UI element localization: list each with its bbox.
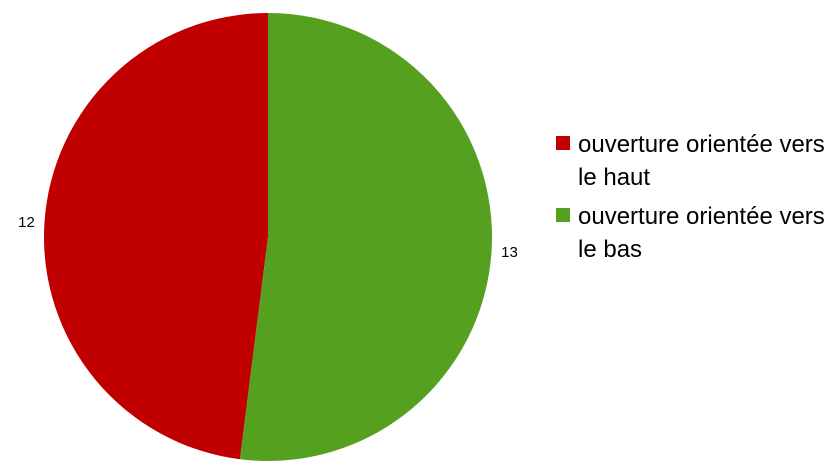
legend-swatch-down <box>556 208 570 222</box>
legend: ouverture orientée vers le haut ouvertur… <box>556 128 826 272</box>
legend-label-down: ouverture orientée vers le bas <box>578 203 825 263</box>
pie-slice-2 <box>239 13 492 461</box>
legend-swatch-up <box>556 136 570 150</box>
legend-label-up: ouverture orientée vers le haut <box>578 131 825 191</box>
data-label-1: 12 <box>18 214 35 231</box>
pie-slice-1 <box>43 13 268 460</box>
data-label-2: 13 <box>501 244 518 261</box>
legend-item-down: ouverture orientée vers le bas <box>556 200 826 266</box>
legend-item-up: ouverture orientée vers le haut <box>556 128 826 194</box>
